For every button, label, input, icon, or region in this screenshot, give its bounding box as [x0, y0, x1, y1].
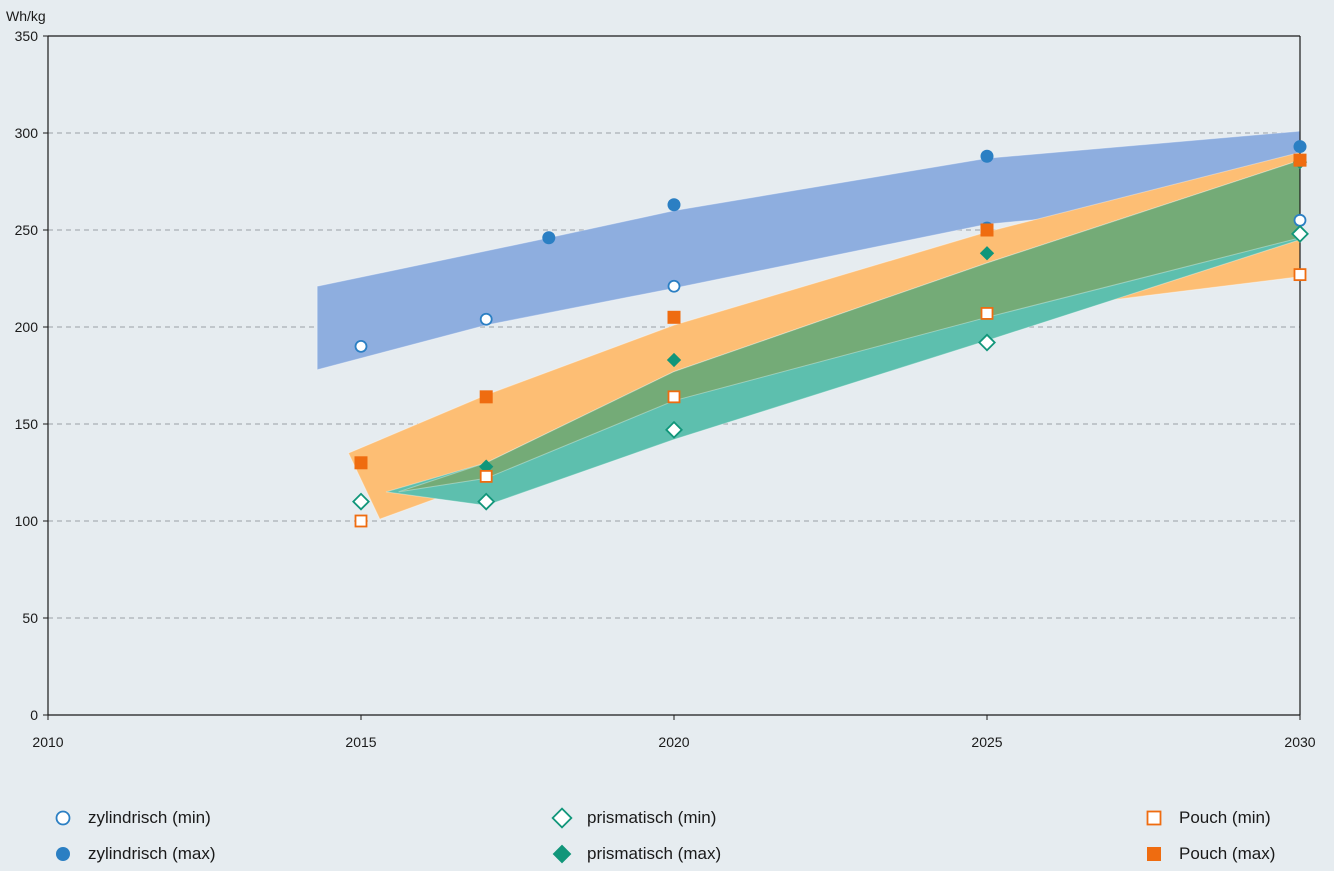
point-pouch-min: [479, 469, 493, 483]
y-tick-label: 350: [15, 28, 39, 44]
point-pouch-min: [1293, 268, 1307, 282]
legend-item: zylindrisch (max): [52, 842, 216, 866]
data-points: [352, 140, 1309, 528]
point-prismatisch-min: [978, 333, 996, 352]
circle-open-icon: [55, 810, 71, 826]
point-zylindrisch-max: [1293, 140, 1307, 154]
legend-item: Pouch (min): [1143, 806, 1271, 830]
circle-filled-icon: [56, 847, 70, 861]
y-tick-label: 200: [15, 319, 39, 335]
point-pouch-min: [980, 307, 994, 320]
point-zylindrisch-min: [1293, 213, 1307, 227]
point-prismatisch-min: [477, 492, 496, 511]
point-zylindrisch-min: [479, 312, 493, 326]
point-pouch-max: [479, 390, 493, 404]
y-tick-label: 100: [15, 513, 39, 529]
point-pouch-min: [667, 390, 681, 404]
point-prismatisch-max: [666, 352, 682, 368]
trend-bands: [316, 130, 1301, 520]
tick-labels: 0 50 100 150 200 250 300 350 2010 2015 2020 2025 203…: [15, 28, 1316, 750]
square-open-icon: [1146, 810, 1162, 826]
point-prismatisch-min: [1291, 224, 1309, 243]
point-pouch-max: [667, 310, 681, 324]
x-tick-label: 2015: [345, 734, 376, 750]
legend-label: zylindrisch (min): [88, 808, 211, 827]
y-tick-label: 50: [22, 610, 38, 626]
diamond-open-icon: [551, 807, 573, 829]
point-pouch-min: [354, 514, 368, 528]
point-zylindrisch-max: [542, 231, 556, 245]
legend: zylindrisch (min) zylindrisch (max) prisma…: [0, 800, 1334, 871]
point-zylindrisch-max: [667, 198, 681, 212]
x-tick-label: 2025: [971, 734, 1002, 750]
diamond-filled-icon: [552, 844, 572, 864]
y-tick-label: 300: [15, 125, 39, 141]
point-pouch-max: [1293, 153, 1307, 167]
legend-item: prismatisch (max): [551, 842, 721, 866]
point-prismatisch-min: [352, 492, 370, 511]
point-prismatisch-min: [665, 420, 683, 439]
point-prismatisch-max: [979, 246, 995, 261]
square-filled-icon: [1147, 847, 1161, 861]
x-tick-label: 2030: [1284, 734, 1315, 750]
point-pouch-max: [354, 456, 368, 470]
legend-label: prismatisch (max): [587, 844, 722, 863]
x-tick-label: 2020: [658, 734, 689, 750]
point-pouch-max: [980, 223, 994, 237]
legend-label: zylindrisch (max): [88, 844, 216, 863]
legend-label: Pouch (max): [1179, 844, 1276, 863]
point-zylindrisch-min: [667, 279, 681, 293]
legend-item: zylindrisch (min): [52, 806, 211, 830]
legend-label: Pouch (min): [1179, 808, 1271, 827]
energy-density-chart: 0 50 100 150 200 250 300 350 2010 2015 2020 2025 203…: [6, 8, 1316, 750]
y-tick-label: 0: [30, 707, 38, 723]
y-tick-label: 150: [15, 416, 39, 432]
point-zylindrisch-min: [354, 339, 368, 353]
x-tick-label: 2010: [32, 734, 63, 750]
legend-item: Pouch (max): [1143, 842, 1275, 866]
point-zylindrisch-max: [980, 149, 994, 163]
y-axis-label: Wh/kg: [6, 8, 46, 24]
y-tick-label: 250: [15, 222, 39, 238]
legend-label: prismatisch (min): [587, 808, 717, 827]
legend-item: prismatisch (min): [551, 806, 716, 830]
